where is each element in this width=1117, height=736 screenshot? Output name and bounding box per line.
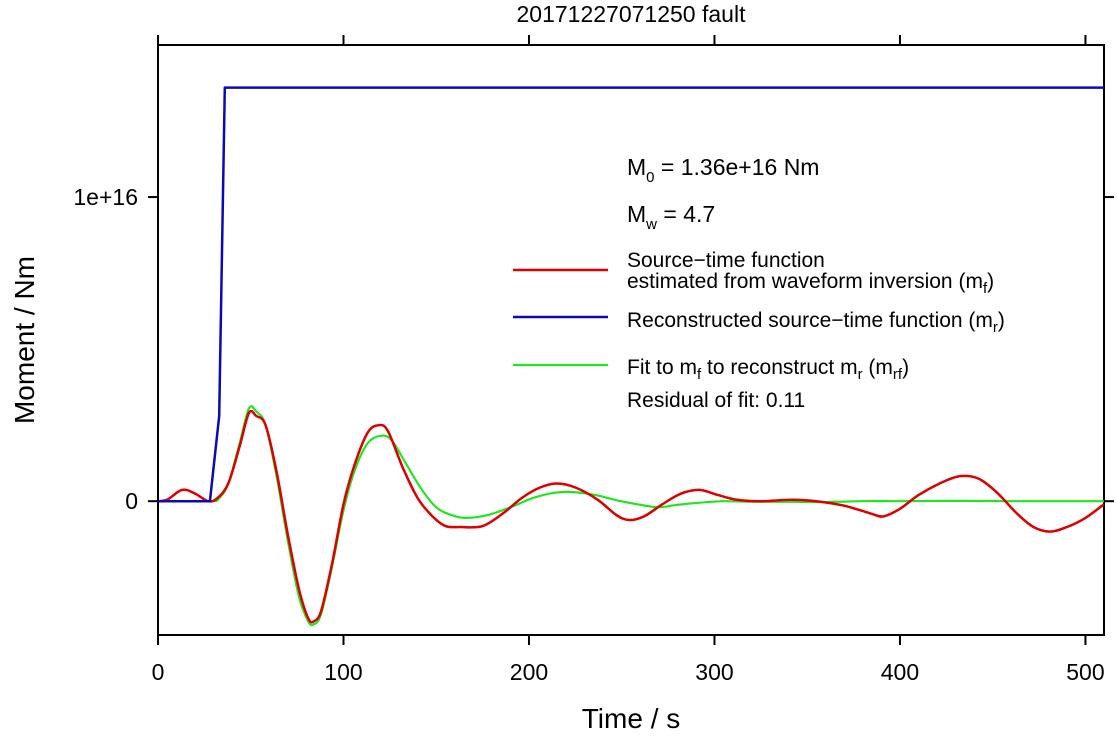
- moment-magnitude-annotation: Mw = 4.7: [627, 201, 715, 233]
- seismic-moment-annotation: M0 = 1.36e+16 Nm: [627, 154, 819, 186]
- legend-label-mf-line1: Source−time function: [627, 249, 825, 272]
- x-tick-label: 300: [695, 659, 733, 685]
- series-line-mr: [158, 86, 1104, 503]
- x-tick-label: 200: [510, 659, 548, 685]
- legend-label-mr: Reconstructed source−time function (mr): [627, 309, 1005, 336]
- axis-ticks: 0 100 200 300 400 500 0 1e+16: [73, 35, 1114, 685]
- x-axis-label: Time / s: [582, 703, 681, 734]
- y-axis-label: Moment / Nm: [9, 256, 40, 424]
- x-tick-label: 100: [324, 659, 362, 685]
- y-tick-label: 0: [125, 488, 138, 514]
- legend: Source−time function estimated from wave…: [513, 249, 1005, 412]
- y-tick-label: 1e+16: [73, 184, 138, 210]
- plot-frame: [157, 44, 1105, 636]
- legend-label-mf-line2: estimated from waveform inversion (mf): [627, 270, 994, 297]
- chart-title: 20171227071250 fault: [517, 1, 747, 27]
- residual-annotation: Residual of fit: 0.11: [627, 389, 805, 412]
- x-tick-label: 400: [881, 659, 919, 685]
- x-tick-label: 0: [152, 659, 165, 685]
- x-tick-label: 500: [1066, 659, 1104, 685]
- series-group: [157, 86, 1105, 627]
- legend-label-mrf: Fit to mf to reconstruct mr (mrf): [627, 356, 909, 383]
- series-line-mf: [157, 409, 1105, 624]
